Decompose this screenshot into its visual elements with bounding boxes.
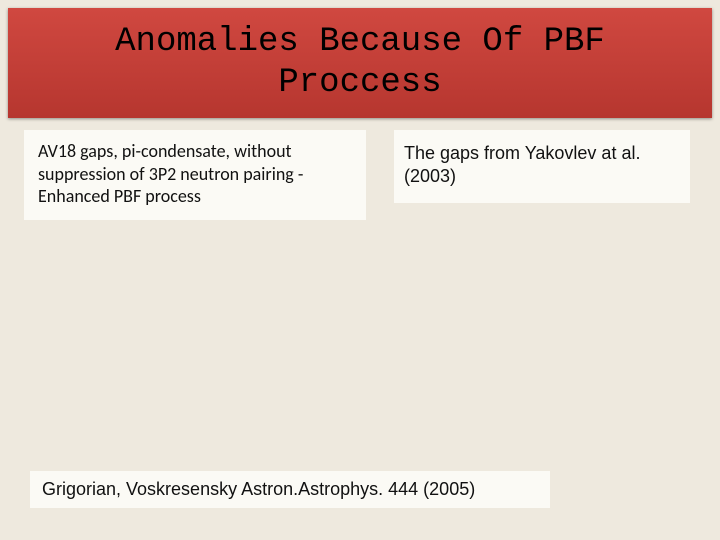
left-box-text: AV18 gaps, pi-condensate, without suppre… — [38, 140, 303, 207]
slide-title: Anomalies Because Of PBF Proccess — [8, 22, 712, 104]
left-text-box: AV18 gaps, pi-condensate, without suppre… — [24, 130, 366, 220]
citation-text: Grigorian, Voskresensky Astron.Astrophys… — [42, 479, 475, 499]
right-text-box: The gaps from Yakovlev at al. (2003) — [394, 130, 690, 203]
right-box-text: The gaps from Yakovlev at al. (2003) — [404, 143, 640, 186]
citation-box: Grigorian, Voskresensky Astron.Astrophys… — [30, 471, 550, 508]
title-bar: Anomalies Because Of PBF Proccess — [8, 8, 712, 118]
